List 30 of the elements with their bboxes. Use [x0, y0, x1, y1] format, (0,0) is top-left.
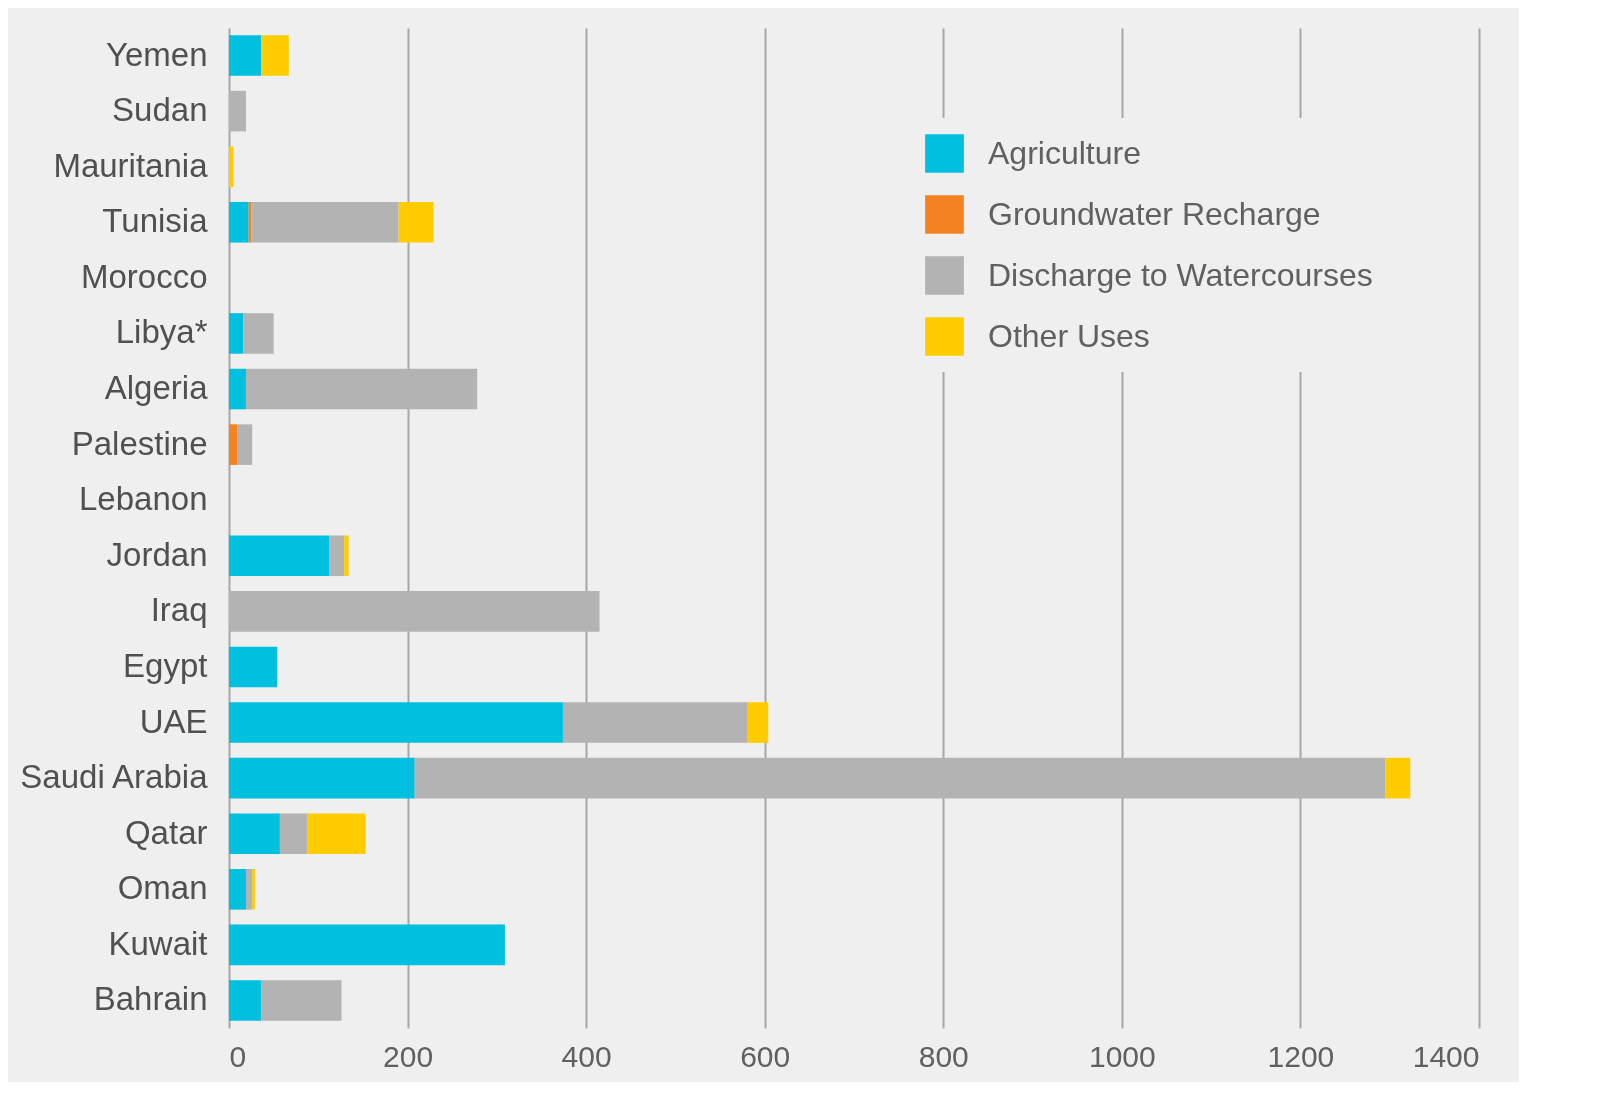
y-tick-label: Morocco — [80, 257, 208, 295]
x-tick-label: 400 — [561, 1039, 612, 1073]
y-tick-label: Algeria — [104, 369, 209, 407]
y-tick-label: Iraq — [150, 591, 208, 629]
y-tick-label: Lebanon — [79, 480, 208, 518]
legend-label: Discharge to Watercourses — [988, 256, 1373, 293]
y-tick-label: Libya* — [115, 313, 208, 351]
y-tick-label: UAE — [139, 702, 208, 740]
y-tick-label: Palestine — [71, 424, 208, 462]
legend-label: Other Uses — [988, 317, 1150, 354]
y-tick-label: Jordan — [106, 535, 208, 573]
y-tick-label: Oman — [117, 869, 208, 907]
y-tick-label: Yemen — [105, 35, 208, 73]
x-tick-label: 800 — [918, 1039, 969, 1073]
x-tick-label: 200 — [383, 1039, 434, 1073]
x-tick-label: 600 — [740, 1039, 791, 1073]
legend-label: Agriculture — [988, 134, 1141, 171]
y-tick-label: Sudan — [112, 91, 208, 129]
x-tick-label: 0 — [229, 1039, 247, 1073]
y-tick-label: Mauritania — [53, 146, 209, 184]
legend-label: Groundwater Recharge — [988, 195, 1321, 232]
y-tick-label: Kuwait — [108, 924, 208, 962]
x-tick-label: 1000 — [1088, 1039, 1156, 1073]
y-tick-label: Tunisia — [102, 202, 209, 240]
x-tick-label: 1400 — [1412, 1039, 1480, 1073]
y-tick-label: Bahrain — [93, 980, 208, 1018]
y-tick-label: Saudi Arabia — [20, 758, 209, 796]
y-tick-label: Egypt — [123, 646, 208, 684]
x-tick-label: 1200 — [1267, 1039, 1335, 1073]
y-tick-label: Qatar — [124, 813, 208, 851]
